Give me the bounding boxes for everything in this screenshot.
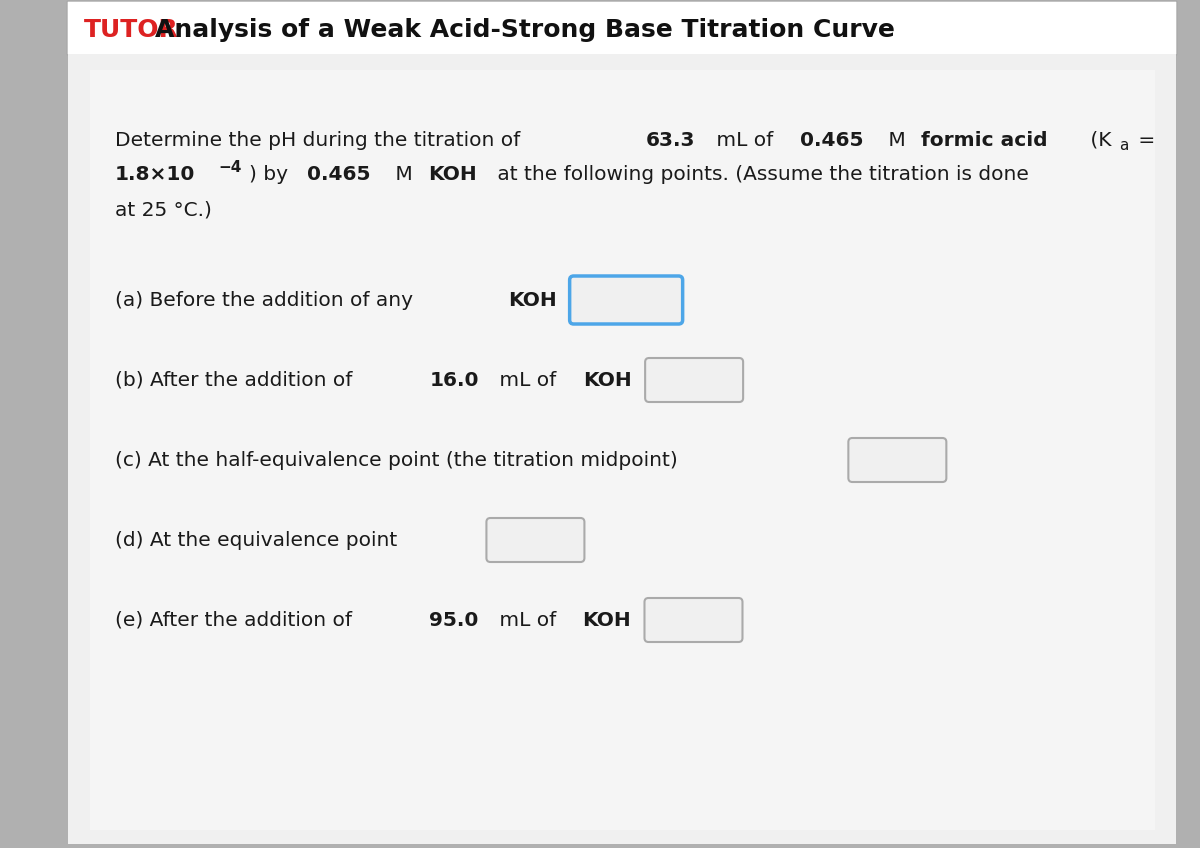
Text: mL of: mL of: [710, 131, 780, 149]
Text: ) by: ) by: [248, 165, 294, 185]
Text: M: M: [389, 165, 420, 185]
Text: 16.0: 16.0: [430, 371, 479, 389]
Text: (d) At the equivalence point: (d) At the equivalence point: [115, 531, 403, 550]
Text: KOH: KOH: [583, 371, 632, 389]
Text: Determine the pH during the titration of: Determine the pH during the titration of: [115, 131, 527, 149]
Text: formic acid: formic acid: [920, 131, 1048, 149]
Text: (e) After the addition of: (e) After the addition of: [115, 611, 359, 629]
FancyBboxPatch shape: [486, 518, 584, 562]
Text: 95.0: 95.0: [430, 611, 479, 629]
Text: =: =: [1132, 131, 1154, 149]
FancyBboxPatch shape: [90, 70, 1154, 830]
Text: 0.465: 0.465: [800, 131, 863, 149]
Text: 0.465: 0.465: [307, 165, 371, 185]
Text: 1.8×10: 1.8×10: [115, 165, 196, 185]
Text: KOH: KOH: [582, 611, 631, 629]
Text: M: M: [882, 131, 912, 149]
Text: mL of: mL of: [493, 371, 563, 389]
Text: (a) Before the addition of any: (a) Before the addition of any: [115, 291, 419, 310]
FancyBboxPatch shape: [570, 276, 683, 324]
Text: 63.3: 63.3: [646, 131, 696, 149]
FancyBboxPatch shape: [848, 438, 947, 482]
Text: (c) At the half-equivalence point (the titration midpoint): (c) At the half-equivalence point (the t…: [115, 450, 684, 470]
FancyBboxPatch shape: [644, 598, 743, 642]
Text: KOH: KOH: [508, 291, 557, 310]
FancyBboxPatch shape: [68, 54, 1176, 844]
Text: (K: (K: [1084, 131, 1111, 149]
FancyBboxPatch shape: [646, 358, 743, 402]
Text: at the following points. (Assume the titration is done: at the following points. (Assume the tit…: [491, 165, 1030, 185]
FancyBboxPatch shape: [67, 1, 1177, 55]
Text: mL of: mL of: [493, 611, 563, 629]
Text: a: a: [1120, 137, 1129, 153]
Text: (b) After the addition of: (b) After the addition of: [115, 371, 359, 389]
Text: a: a: [1120, 137, 1129, 153]
Text: at 25 °C.): at 25 °C.): [115, 200, 212, 220]
Text: −4: −4: [218, 159, 242, 175]
Text: KOH: KOH: [428, 165, 476, 185]
Text: TUTOR: TUTOR: [84, 18, 179, 42]
Text: Analysis of a Weak Acid-Strong Base Titration Curve: Analysis of a Weak Acid-Strong Base Titr…: [155, 18, 895, 42]
Text: −4: −4: [218, 159, 242, 175]
